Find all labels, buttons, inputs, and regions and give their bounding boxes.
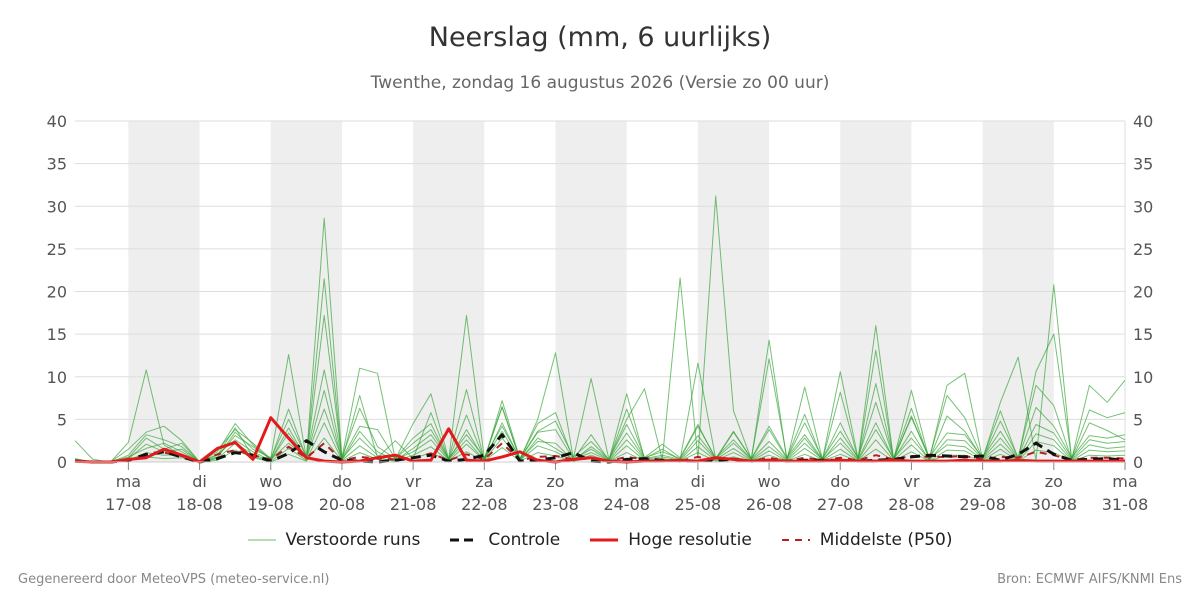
legend-item-median[interactable]: Middelste (P50) <box>781 530 953 550</box>
x-tick-day-label: wo <box>259 472 282 491</box>
series-line-ensemble-3 <box>74 369 1126 463</box>
y-tick-label-left: 10 <box>47 368 67 387</box>
x-tick-day-label: do <box>332 472 352 491</box>
y-tick-label-right: 10 <box>1133 368 1153 387</box>
x-tick-day-label: zo <box>1045 472 1063 491</box>
x-tick-day-label: di <box>192 472 207 491</box>
x-tick-day-label: ma <box>116 472 141 491</box>
legend-swatch-control <box>450 538 479 542</box>
x-tick-date-label: 26-08 <box>746 495 793 514</box>
y-tick-label-left: 30 <box>47 197 67 216</box>
chart-title: Neerslag (mm, 6 uurlijks) <box>428 22 772 53</box>
x-tick-day-label: ma <box>1112 472 1137 491</box>
y-tick-label-right: 0 <box>1133 453 1143 472</box>
x-tick-day-label: za <box>974 472 992 491</box>
legend-swatch-ensemble <box>247 539 276 541</box>
legend-swatch-highres <box>590 538 619 542</box>
legend-label-ensemble: Verstoorde runs <box>285 530 421 550</box>
legend-item-ensemble[interactable]: Verstoorde runs <box>247 530 421 550</box>
x-tick-day-label: do <box>830 472 850 491</box>
x-tick-date-label: 30-08 <box>1031 495 1078 514</box>
chart-subtitle: Twenthe, zondag 16 augustus 2026 (Versie… <box>370 73 830 93</box>
y-tick-label-right: 25 <box>1133 240 1153 259</box>
y-tick-label-left: 15 <box>47 325 67 344</box>
legend-swatch-median <box>781 539 810 541</box>
footer-generator: Gegenereerd door MeteoVPS (meteo-service… <box>18 572 330 587</box>
x-tick-day-label: zo <box>546 472 564 491</box>
chart-legend: Verstoorde runs Controle Hoge resolutie … <box>0 530 1200 550</box>
x-tick-date-label: 31-08 <box>1102 495 1149 514</box>
legend-item-control[interactable]: Controle <box>450 530 560 550</box>
x-tick-date-label: 22-08 <box>461 495 508 514</box>
series-line-ensemble-0 <box>74 195 1126 463</box>
x-tick-date-label: 21-08 <box>390 495 437 514</box>
y-tick-label-left: 35 <box>47 155 67 174</box>
x-tick-date-label: 18-08 <box>176 495 223 514</box>
x-tick-date-label: 28-08 <box>888 495 935 514</box>
x-tick-date-label: 17-08 <box>105 495 152 514</box>
x-tick-day-label: za <box>475 472 493 491</box>
x-tick-date-label: 19-08 <box>248 495 295 514</box>
y-tick-label-left: 25 <box>47 240 67 259</box>
series-line-highres <box>74 416 1125 464</box>
y-tick-label-right: 20 <box>1133 283 1153 302</box>
x-tick-date-label: 25-08 <box>675 495 722 514</box>
x-tick-day-label: vr <box>903 472 919 491</box>
legend-label-median: Middelste (P50) <box>819 530 953 550</box>
y-tick-label-left: 5 <box>57 410 67 429</box>
x-tick-date-label: 20-08 <box>319 495 366 514</box>
legend-item-highres[interactable]: Hoge resolutie <box>590 530 752 550</box>
x-tick-date-label: 27-08 <box>817 495 864 514</box>
y-tick-label-right: 30 <box>1133 197 1153 216</box>
x-tick-date-label: 24-08 <box>603 495 650 514</box>
x-tick-date-label: 29-08 <box>959 495 1006 514</box>
legend-label-highres: Hoge resolutie <box>628 530 752 550</box>
y-tick-label-right: 35 <box>1133 155 1153 174</box>
series-line-ensemble-5 <box>74 408 1126 463</box>
y-tick-label-right: 5 <box>1133 410 1143 429</box>
footer-source: Bron: ECMWF AIFS/KNMI Ens <box>997 572 1182 587</box>
legend-label-control: Controle <box>488 530 561 550</box>
y-tick-label-left: 0 <box>57 453 67 472</box>
x-tick-day-label: wo <box>758 472 781 491</box>
y-tick-label-left: 40 <box>47 112 67 131</box>
x-tick-date-label: 23-08 <box>532 495 579 514</box>
y-tick-label-right: 15 <box>1133 325 1153 344</box>
x-tick-day-label: vr <box>405 472 421 491</box>
x-tick-day-label: ma <box>614 472 639 491</box>
series-line-ensemble-4 <box>74 389 1126 463</box>
x-tick-day-label: di <box>691 472 706 491</box>
y-tick-label-left: 20 <box>47 283 67 302</box>
y-tick-label-right: 40 <box>1133 112 1153 131</box>
